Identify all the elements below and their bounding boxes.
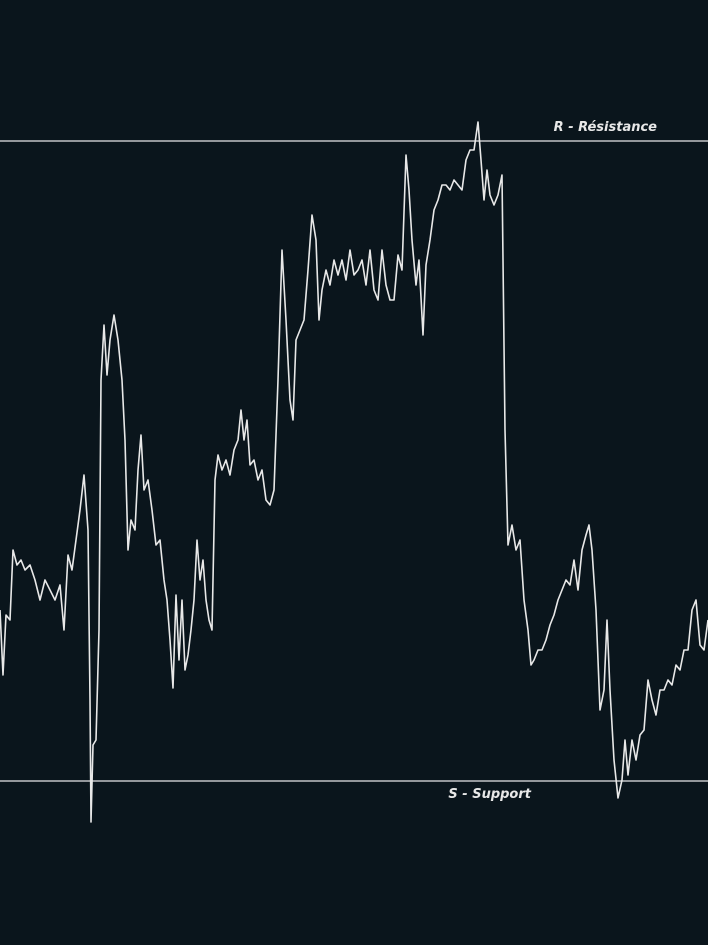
level-label: R - Résistance	[554, 120, 658, 135]
level-label: S - Support	[448, 787, 531, 802]
price-line	[0, 121, 708, 823]
